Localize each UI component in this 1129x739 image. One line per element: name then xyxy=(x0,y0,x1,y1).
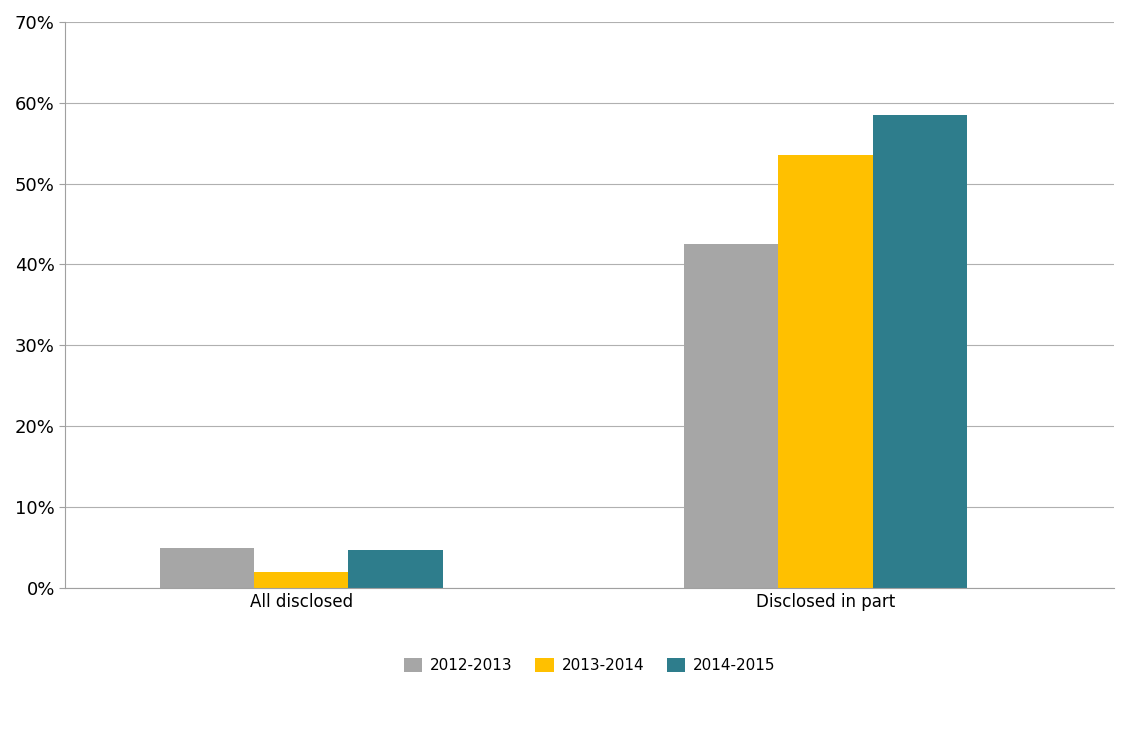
Bar xyxy=(684,245,778,588)
Bar xyxy=(254,572,349,588)
Bar xyxy=(778,155,873,588)
Bar xyxy=(349,550,443,588)
Legend: 2012-2013, 2013-2014, 2014-2015: 2012-2013, 2013-2014, 2014-2015 xyxy=(397,652,781,679)
Bar xyxy=(873,115,968,588)
Bar xyxy=(159,548,254,588)
